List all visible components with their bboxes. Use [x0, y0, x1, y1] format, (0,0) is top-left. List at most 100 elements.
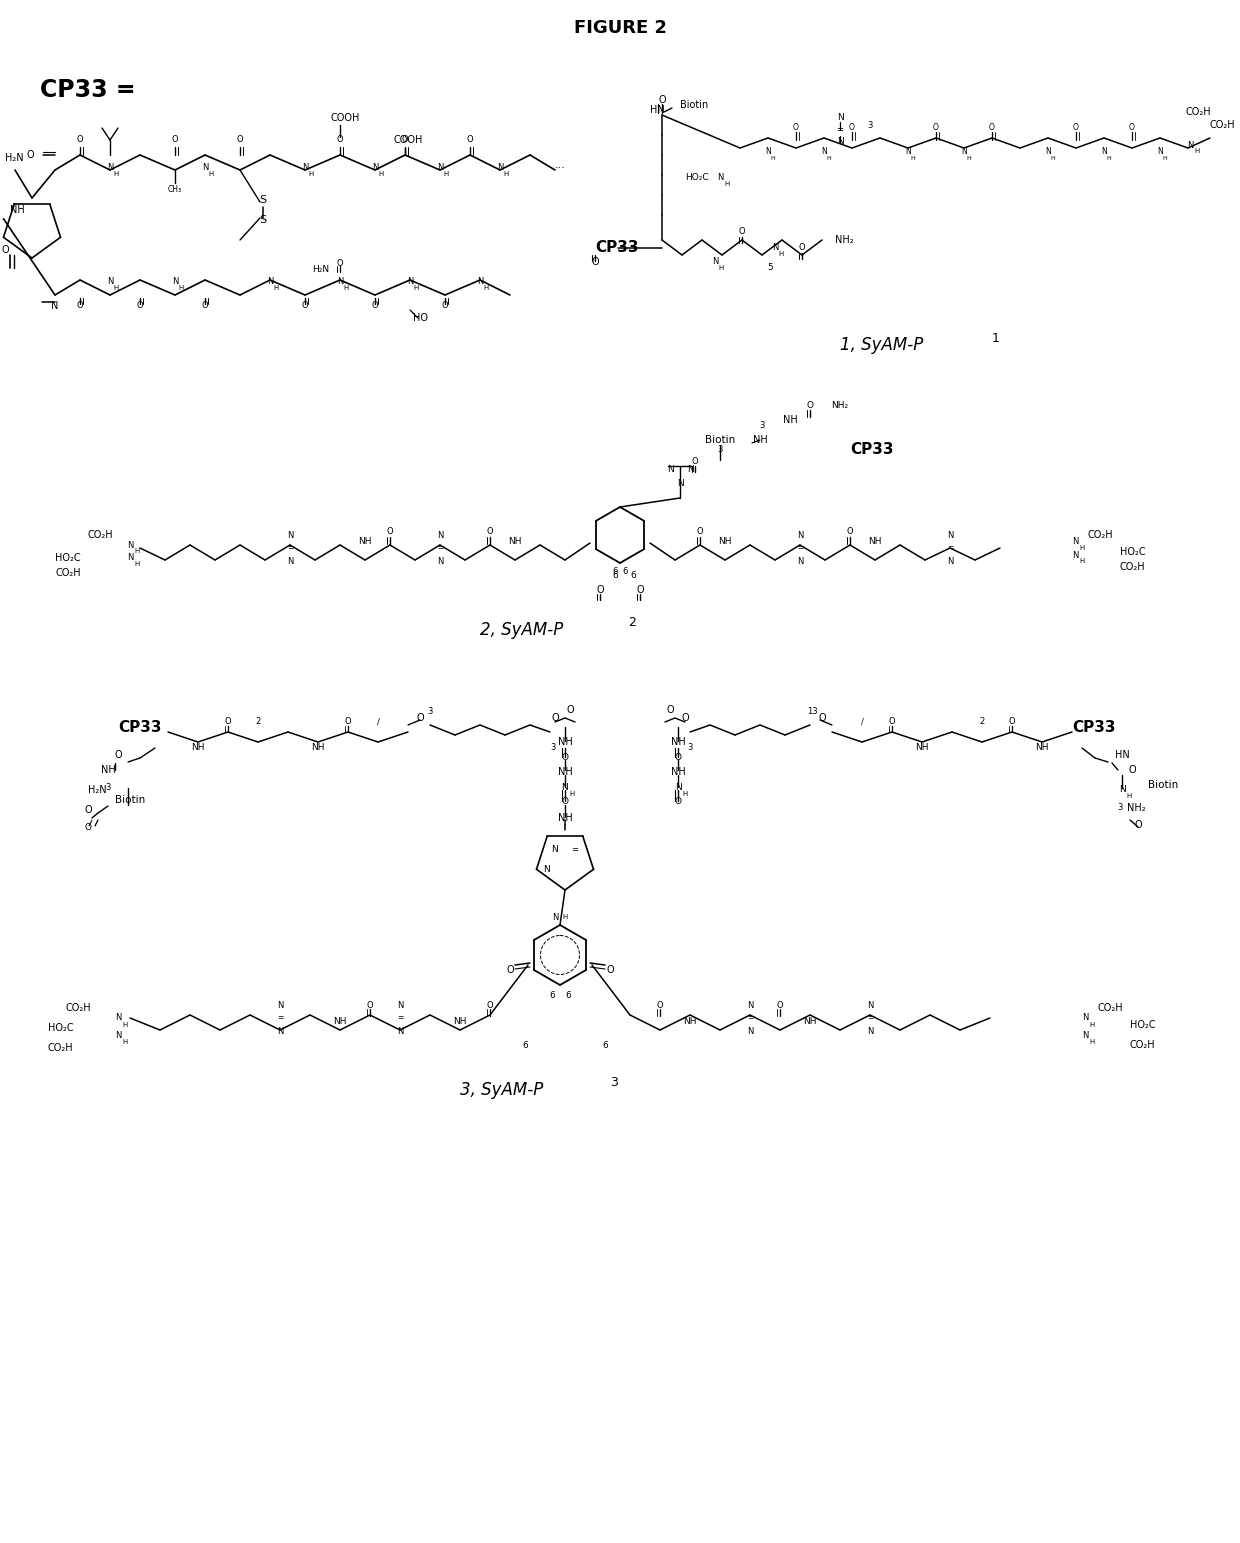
Text: H: H	[444, 171, 449, 177]
Text: =: =	[286, 543, 293, 552]
Text: NH₂: NH₂	[1127, 802, 1146, 813]
Text: N: N	[746, 1026, 753, 1035]
Text: N: N	[1187, 140, 1193, 150]
Text: =: =	[867, 1014, 873, 1023]
Text: O: O	[1130, 123, 1135, 133]
Text: O: O	[84, 824, 92, 833]
Text: N: N	[1081, 1031, 1089, 1040]
Text: O: O	[26, 150, 33, 160]
Text: O: O	[77, 136, 83, 145]
Text: NH: NH	[558, 767, 573, 778]
Text: COOH: COOH	[330, 113, 360, 123]
Text: HN: HN	[1115, 750, 1130, 761]
Text: N: N	[867, 1000, 873, 1009]
Text: N: N	[821, 148, 827, 156]
Text: N: N	[372, 164, 378, 173]
Text: O: O	[1073, 123, 1079, 133]
Text: N: N	[552, 846, 558, 855]
Text: S: S	[259, 214, 267, 225]
Text: NH: NH	[671, 738, 686, 747]
Text: N: N	[552, 912, 558, 921]
Text: O: O	[591, 258, 599, 267]
Text: O: O	[402, 136, 408, 145]
Text: N: N	[286, 531, 293, 540]
Text: H: H	[1106, 156, 1111, 160]
Text: N: N	[1081, 1014, 1089, 1023]
Text: N: N	[407, 278, 413, 287]
Text: O: O	[114, 750, 122, 761]
Text: 6: 6	[522, 1040, 528, 1049]
Text: H: H	[1194, 148, 1199, 154]
Text: =: =	[947, 543, 954, 552]
Text: O: O	[697, 528, 703, 537]
Text: O: O	[136, 301, 144, 310]
Text: H: H	[113, 171, 119, 177]
Text: HN: HN	[650, 105, 665, 116]
Text: H₂N: H₂N	[88, 785, 107, 795]
Text: H: H	[827, 156, 831, 160]
Text: 2, SyAM-P: 2, SyAM-P	[480, 620, 563, 639]
Text: O: O	[1008, 717, 1016, 727]
Text: CP33: CP33	[595, 241, 639, 256]
Text: 3: 3	[717, 446, 723, 455]
Text: NH₂: NH₂	[832, 401, 848, 409]
Text: H: H	[123, 1021, 128, 1028]
Text: NH: NH	[334, 1017, 347, 1026]
Text: N: N	[1071, 551, 1079, 560]
Text: O: O	[552, 713, 559, 724]
Text: N: N	[765, 148, 771, 156]
Text: N: N	[771, 244, 779, 253]
Text: N: N	[115, 1014, 122, 1023]
Text: N: N	[1118, 785, 1126, 795]
Text: N: N	[961, 148, 967, 156]
Text: HO₂C: HO₂C	[1130, 1020, 1156, 1031]
Text: 3: 3	[105, 784, 110, 793]
Text: H: H	[1079, 559, 1085, 565]
Text: HO₂C: HO₂C	[48, 1023, 73, 1032]
Text: H: H	[273, 285, 279, 292]
Text: CO₂H: CO₂H	[1210, 120, 1235, 130]
Text: H: H	[779, 252, 784, 258]
Text: NH: NH	[782, 415, 797, 424]
Text: O: O	[681, 713, 688, 724]
Text: N: N	[337, 278, 343, 287]
Text: H: H	[1090, 1021, 1095, 1028]
Text: NH: NH	[868, 537, 882, 546]
Text: 2: 2	[627, 617, 636, 630]
Text: N: N	[687, 466, 693, 475]
Text: /: /	[377, 717, 379, 727]
Text: O: O	[658, 96, 666, 105]
Text: O: O	[367, 1000, 373, 1009]
Text: Biotin: Biotin	[1148, 781, 1178, 790]
Text: N: N	[397, 1026, 403, 1035]
Text: H: H	[563, 913, 568, 920]
Text: H₂N: H₂N	[5, 153, 24, 164]
Text: N: N	[107, 278, 113, 287]
Text: O: O	[606, 964, 614, 975]
Text: NH: NH	[753, 435, 768, 444]
Text: H: H	[208, 171, 213, 177]
Text: H: H	[134, 548, 140, 554]
Text: N: N	[477, 278, 484, 287]
Text: 3, SyAM-P: 3, SyAM-P	[460, 1082, 543, 1099]
Text: 6: 6	[630, 571, 636, 580]
Text: =: =	[746, 1014, 753, 1023]
Text: 2: 2	[255, 717, 260, 727]
Text: N: N	[667, 466, 673, 475]
Text: CO₂H: CO₂H	[1087, 529, 1112, 540]
Text: NH: NH	[915, 744, 929, 753]
Text: Biotin: Biotin	[115, 795, 145, 805]
Text: O: O	[849, 123, 854, 133]
Text: N: N	[172, 278, 179, 287]
Text: NH: NH	[10, 205, 25, 214]
Text: O: O	[889, 717, 895, 727]
Text: O: O	[387, 528, 393, 537]
Text: H: H	[309, 171, 314, 177]
Text: NH: NH	[454, 1017, 466, 1026]
Text: N: N	[126, 554, 133, 563]
Text: O: O	[301, 301, 309, 310]
Text: 6: 6	[603, 1040, 608, 1049]
Text: N: N	[126, 540, 133, 549]
Text: N: N	[107, 164, 113, 173]
Text: NH: NH	[671, 767, 686, 778]
